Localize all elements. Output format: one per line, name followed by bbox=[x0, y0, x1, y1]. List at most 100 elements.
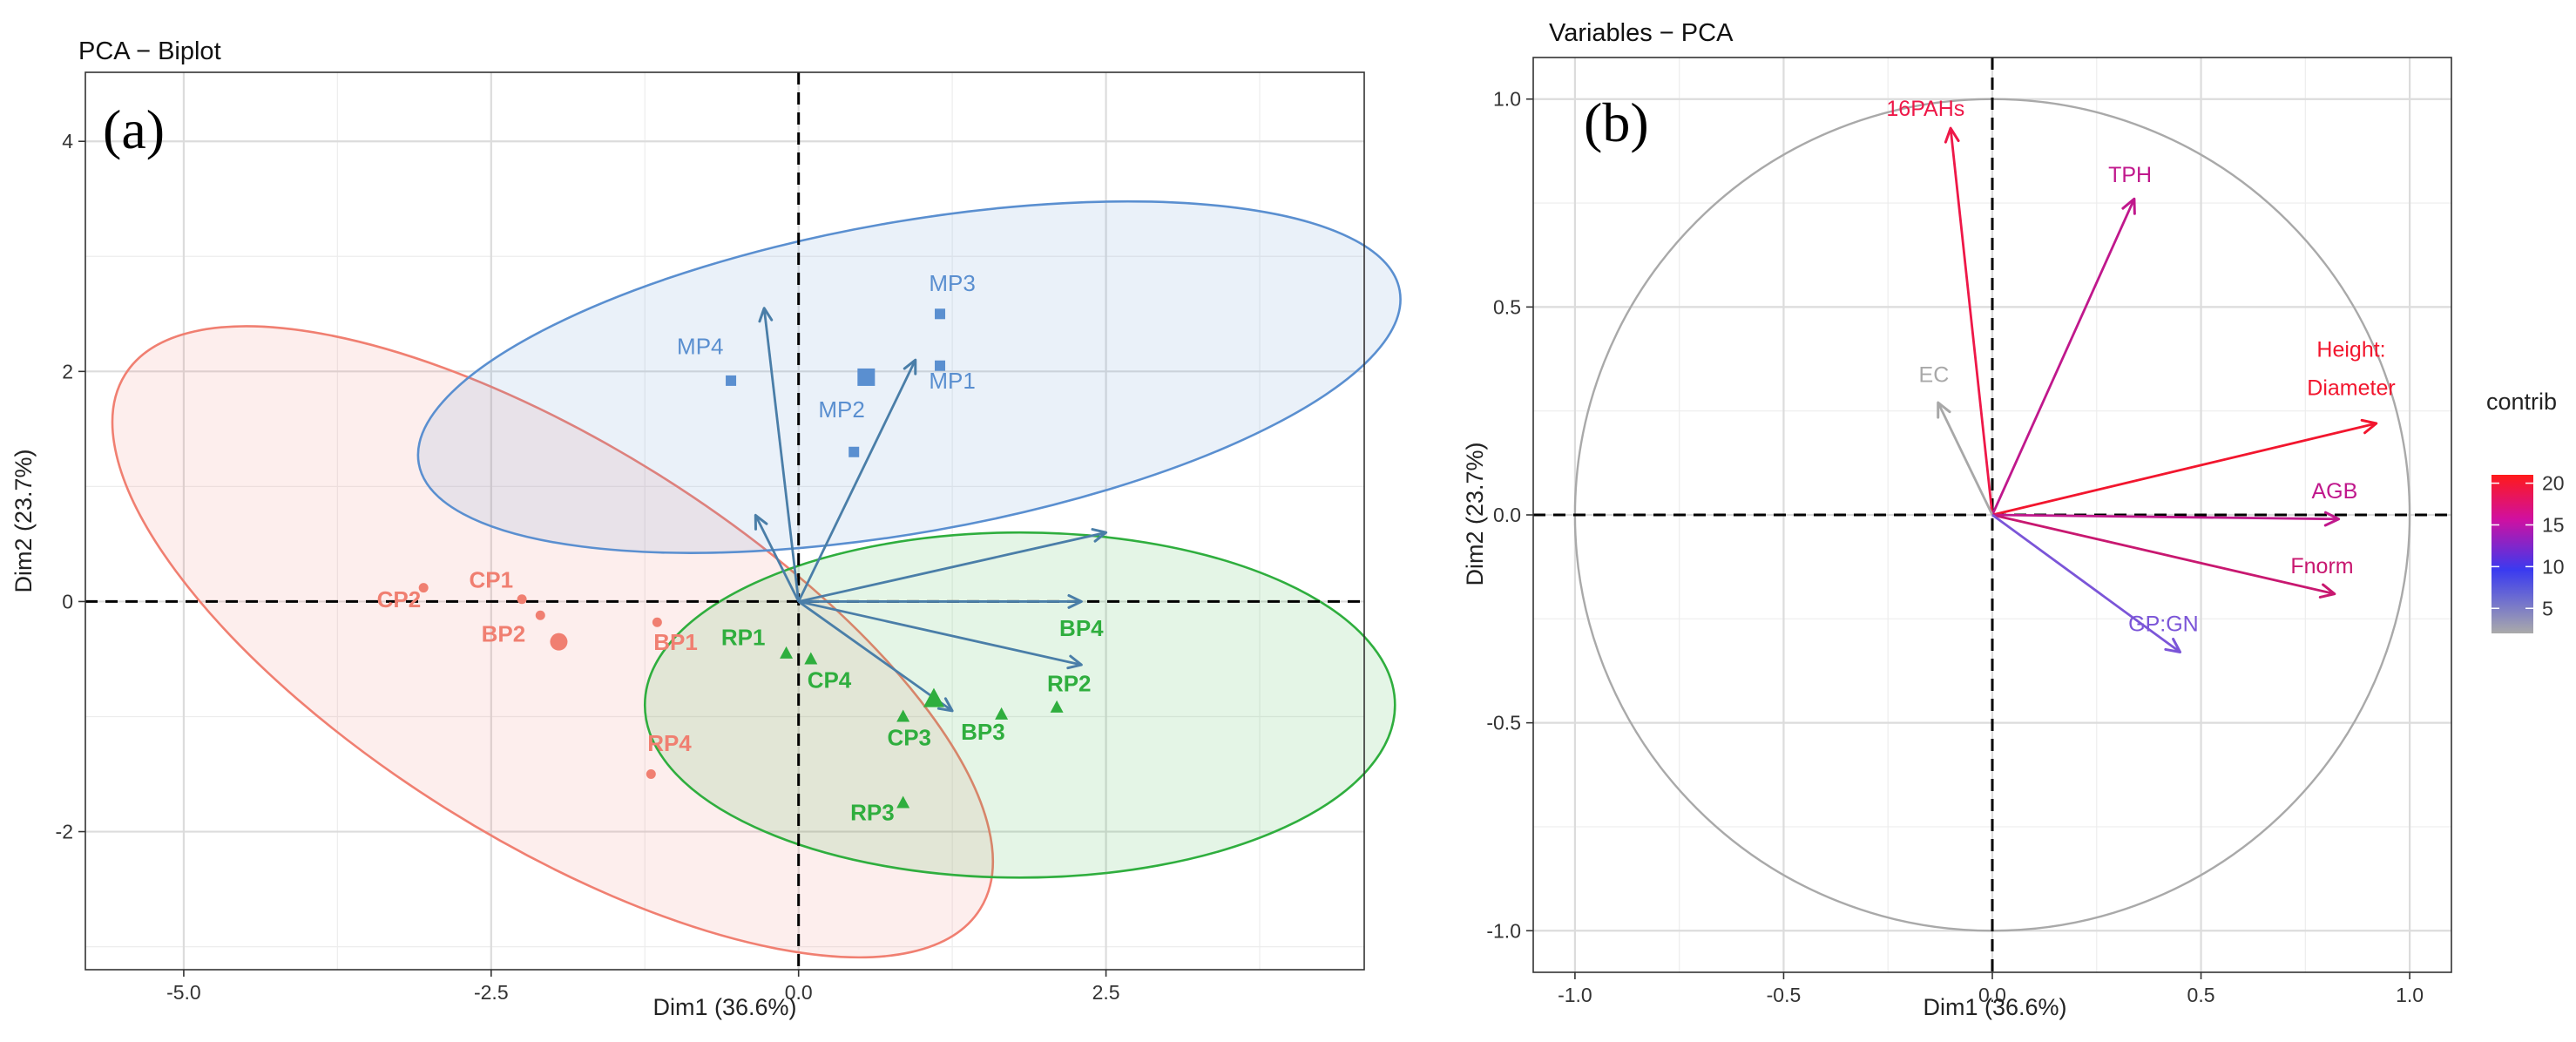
panel-a-x-axis-label: Dim1 (36.6%) bbox=[652, 994, 796, 1020]
panel-b-reference-lines bbox=[1533, 58, 2451, 972]
legend-tick-label: 5 bbox=[2542, 597, 2553, 619]
arrowhead-agb bbox=[2323, 511, 2341, 527]
arrow-agb bbox=[1991, 513, 2339, 521]
variable-vector-head bbox=[754, 513, 768, 531]
centroid-marker bbox=[857, 368, 876, 386]
legend-tick-label: 10 bbox=[2542, 555, 2565, 578]
panel-b-y-ticks: -1.0 -0.5 0.0 0.5 1.0 bbox=[1486, 88, 1533, 942]
variable-vector-head bbox=[903, 358, 917, 376]
legend-color-bar bbox=[2491, 475, 2533, 633]
arrowhead-ec bbox=[1937, 401, 1951, 419]
x-tick-label: -0.5 bbox=[1767, 984, 1802, 1006]
point-mp3 bbox=[935, 308, 946, 320]
contrib-legend: contrib 20 15 10 5 bbox=[2486, 389, 2565, 633]
y-tick-label: 2 bbox=[62, 360, 73, 382]
centroid-marker bbox=[923, 687, 944, 707]
panel-b-x-ticks: -1.0 -0.5 0.0 0.5 1.0 bbox=[1558, 972, 2424, 1006]
arrowhead-16pahs bbox=[1944, 126, 1960, 144]
label-16pahs: 16PAHs bbox=[1886, 97, 1964, 121]
x-tick-label: 0.0 bbox=[1978, 984, 2006, 1006]
label-ec: EC bbox=[1919, 362, 1950, 387]
panel-a-point-labels: MP4 MP3 MP1 MP2 CP2 CP1 BP2 BP1 RP4 RP1 CP4 CP3 BP3 R… bbox=[377, 270, 1105, 825]
y-tick-label: -1.0 bbox=[1486, 919, 1521, 942]
panel-b-title: Variables − PCA bbox=[1549, 19, 1734, 47]
variable-vector bbox=[754, 514, 800, 603]
panel-b-label: (b) bbox=[1584, 91, 1649, 153]
panel-a-points bbox=[418, 308, 1064, 809]
arrow-fnorm bbox=[1991, 513, 2336, 596]
point-bp1 bbox=[652, 617, 662, 627]
point-rp2 bbox=[1050, 700, 1064, 713]
panel-b-y-axis-label: Dim2 (23.7%) bbox=[1462, 442, 1488, 585]
arrowhead-gp-gn bbox=[2164, 637, 2182, 653]
point-label: RP4 bbox=[647, 730, 692, 756]
centroid-marker bbox=[550, 633, 568, 651]
variable-vector-head bbox=[1091, 528, 1108, 543]
panel-a-reference-lines bbox=[85, 72, 1364, 970]
arrowhead-tph bbox=[2121, 197, 2136, 215]
label-tph: TPH bbox=[2108, 163, 2152, 187]
x-tick-label: 2.5 bbox=[1092, 981, 1120, 1004]
arrowhead-fnorm bbox=[2318, 583, 2336, 599]
label-fnorm: Fnorm bbox=[2290, 554, 2353, 579]
label-gp-gn: GP:GN bbox=[2128, 612, 2199, 637]
point-label: RP3 bbox=[850, 799, 895, 825]
panel-b-variable-arrows bbox=[1937, 126, 2378, 653]
point-label: BP1 bbox=[653, 629, 698, 655]
point-label: MP1 bbox=[929, 368, 975, 394]
x-tick-label: -2.5 bbox=[474, 981, 509, 1004]
legend-ticks: 20 15 10 5 bbox=[2491, 472, 2565, 619]
point-cp4 bbox=[804, 652, 818, 665]
legend-tick-label: 15 bbox=[2542, 513, 2565, 536]
label-height-diameter: Height: Diameter bbox=[2307, 338, 2395, 401]
variable-vector-head bbox=[1067, 593, 1083, 609]
point-label: RP2 bbox=[1047, 670, 1092, 696]
point-cp3 bbox=[896, 709, 910, 722]
panel-a-biplot: PCA − Biplot MP4 MP3 MP1 MP2 CP2 CP1 BP2 BP1 RP4… bbox=[10, 37, 1402, 1020]
variable-vector bbox=[798, 600, 1082, 666]
panel-a-title: PCA − Biplot bbox=[78, 37, 221, 65]
label-line: Height: bbox=[2316, 338, 2385, 362]
point-mp2 bbox=[849, 446, 860, 457]
panel-a-y-axis-label: Dim2 (23.7%) bbox=[10, 449, 37, 592]
point-rp4 bbox=[646, 769, 656, 780]
point-label: MP2 bbox=[818, 396, 864, 423]
panel-b-variable-labels: 16PAHs TPH Height: Diameter EC AGB Fnorm GP:GN bbox=[1886, 97, 2395, 637]
arrow-height-diameter bbox=[1991, 422, 2377, 517]
point-mp4 bbox=[726, 375, 737, 386]
point-label: BP3 bbox=[961, 719, 1005, 745]
y-tick-label: -0.5 bbox=[1486, 712, 1521, 734]
point-label: BP4 bbox=[1059, 615, 1104, 641]
point-label: CP4 bbox=[808, 666, 852, 693]
panel-a-vectors bbox=[754, 307, 1108, 713]
variable-vector-head bbox=[758, 307, 774, 323]
panel-a-plot-area bbox=[85, 72, 1364, 970]
y-tick-label: 4 bbox=[62, 130, 73, 152]
x-tick-label: -5.0 bbox=[166, 981, 201, 1004]
point-label: CP1 bbox=[470, 567, 514, 593]
variable-vector bbox=[797, 600, 953, 713]
legend-tick-label: 20 bbox=[2542, 472, 2565, 495]
point-bp3 bbox=[995, 707, 1009, 720]
x-tick-label: 0.5 bbox=[2187, 984, 2215, 1006]
variable-vector bbox=[797, 359, 917, 603]
variable-vector-head bbox=[936, 697, 954, 713]
y-tick-label: 0.5 bbox=[1493, 295, 1521, 318]
variable-vector-head bbox=[1066, 654, 1083, 670]
arrow-ec bbox=[1937, 402, 1994, 516]
y-tick-label: 0 bbox=[62, 590, 73, 612]
point-label: MP3 bbox=[929, 270, 975, 296]
legend-title: contrib bbox=[2486, 389, 2557, 415]
group-ellipse bbox=[643, 531, 1396, 879]
x-tick-label: -1.0 bbox=[1558, 984, 1592, 1006]
group-ellipse bbox=[416, 200, 1402, 554]
panel-b-variables: Variables − PCA 16PAHs TPH Height: Diameter… bbox=[1462, 19, 2565, 1020]
variable-vector bbox=[762, 308, 801, 602]
point-label: RP1 bbox=[721, 625, 766, 651]
variable-vector bbox=[798, 531, 1106, 603]
y-tick-label: 1.0 bbox=[1493, 88, 1521, 111]
label-line: Diameter bbox=[2307, 376, 2395, 401]
panel-b-x-axis-label: Dim1 (36.6%) bbox=[1923, 994, 2066, 1020]
point-mp1 bbox=[935, 360, 946, 371]
